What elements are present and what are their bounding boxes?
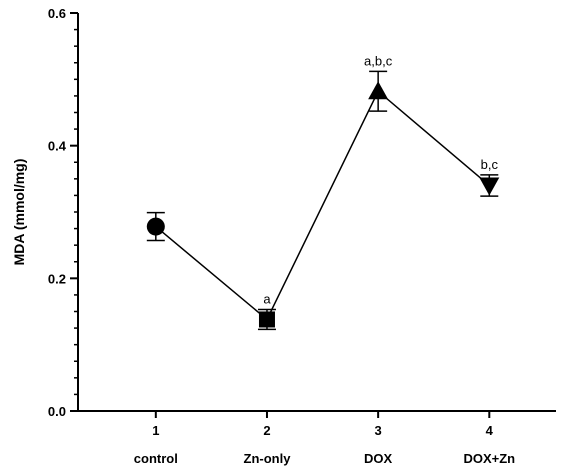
x-category-label: Zn-only: [244, 451, 292, 466]
y-tick-label: 0.6: [48, 6, 66, 21]
x-category-label: control: [134, 451, 178, 466]
data-point: [479, 177, 500, 196]
x-tick-label: 4: [486, 423, 494, 438]
x-tick-label: 1: [152, 423, 159, 438]
series-line: [155, 90, 490, 321]
data-marks: a a,b,c b,c: [146, 53, 500, 331]
x-tick-label: 2: [263, 423, 270, 438]
data-point: [258, 311, 275, 328]
y-tick-label: 0.0: [48, 404, 66, 419]
data-point: [146, 217, 165, 236]
data-annotation: a,b,c: [364, 53, 393, 68]
data-annotation: a: [263, 292, 271, 307]
x-category-label: DOX+Zn: [463, 451, 515, 466]
data-point: [368, 81, 389, 100]
x-tick-label: 3: [375, 423, 382, 438]
x-category-label: DOX: [364, 451, 393, 466]
y-tick-label: 0.2: [48, 271, 66, 286]
y-axis-label: MDA (mmol/mg): [11, 159, 27, 266]
data-annotation: b,c: [481, 157, 499, 172]
y-tick-label: 0.4: [48, 139, 67, 154]
axes: 0.0 0.2 0.4 0.6 1 control 2 Zn-only 3 DOX 4 DOX+Zn: [48, 6, 556, 466]
